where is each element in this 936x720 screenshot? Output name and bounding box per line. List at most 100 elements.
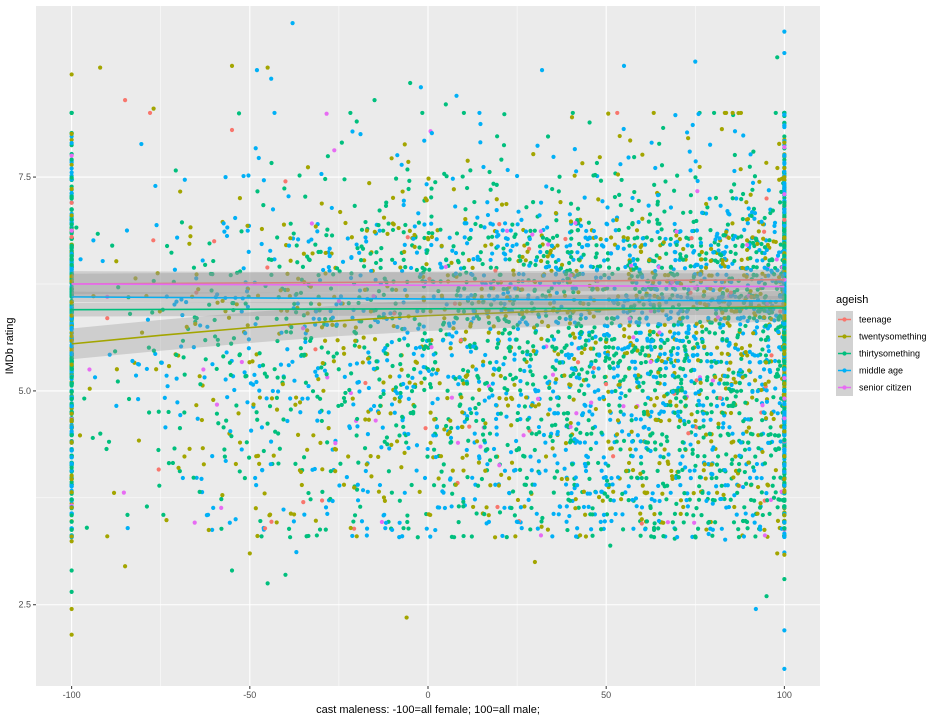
data-point-middle-age xyxy=(572,437,577,442)
data-point-twentysomething xyxy=(568,383,573,388)
data-point-thirtysomething xyxy=(552,346,557,352)
data-point-middle-age xyxy=(545,380,550,386)
data-point-thirtysomething xyxy=(422,376,427,381)
data-point-middle-age xyxy=(225,225,230,230)
data-point-twentysomething xyxy=(457,301,462,307)
data-point-thirtysomething xyxy=(545,338,550,343)
data-point-teenage xyxy=(575,360,581,365)
data-point-thirtysomething xyxy=(401,424,406,430)
data-point-twentysomething xyxy=(69,137,74,142)
data-point-twentysomething xyxy=(719,127,724,132)
data-point-middle-age xyxy=(528,454,533,459)
data-point-twentysomething xyxy=(756,229,761,234)
data-point-middle-age xyxy=(668,205,674,210)
data-point-middle-age xyxy=(553,380,558,385)
data-point-thirtysomething xyxy=(641,380,646,385)
data-point-twentysomething xyxy=(497,396,502,401)
data-point-thirtysomething xyxy=(586,418,591,423)
data-point-thirtysomething xyxy=(528,228,533,233)
data-point-thirtysomething xyxy=(182,410,187,415)
data-point-teenage xyxy=(688,290,693,295)
data-point-twentysomething xyxy=(364,228,369,233)
data-point-thirtysomething xyxy=(544,237,549,242)
data-point-middle-age xyxy=(555,461,560,466)
data-point-middle-age xyxy=(724,505,729,510)
data-point-twentysomething xyxy=(428,440,433,445)
data-point-thirtysomething xyxy=(665,337,670,342)
data-point-middle-age xyxy=(458,293,463,298)
data-point-twentysomething xyxy=(342,351,347,356)
data-point-thirtysomething xyxy=(726,403,731,409)
data-point-twentysomething xyxy=(477,387,482,392)
data-point-teenage xyxy=(686,431,691,436)
data-point-thirtysomething xyxy=(767,511,772,516)
data-point-middle-age xyxy=(734,512,739,517)
data-point-middle-age xyxy=(501,251,506,256)
data-point-thirtysomething xyxy=(698,236,703,241)
data-point-thirtysomething xyxy=(746,440,751,445)
data-point-middle-age xyxy=(602,258,607,263)
data-point-twentysomething xyxy=(731,475,736,480)
data-point-middle-age xyxy=(315,418,320,423)
data-point-thirtysomething xyxy=(742,447,748,452)
data-point-middle-age xyxy=(769,268,774,273)
data-point-thirtysomething xyxy=(409,482,414,488)
data-point-thirtysomething xyxy=(704,327,709,332)
data-point-middle-age xyxy=(608,251,614,256)
data-point-thirtysomething xyxy=(655,357,660,363)
data-point-middle-age xyxy=(69,166,74,171)
data-point-thirtysomething xyxy=(386,221,391,226)
data-point-middle-age xyxy=(505,290,511,295)
data-point-middle-age xyxy=(698,377,703,382)
data-point-twentysomething xyxy=(714,345,720,350)
data-point-twentysomething xyxy=(372,337,378,342)
data-point-thirtysomething xyxy=(430,367,436,372)
data-point-thirtysomething xyxy=(771,475,776,480)
data-point-teenage xyxy=(265,265,270,270)
data-point-twentysomething xyxy=(553,211,559,216)
data-point-thirtysomething xyxy=(536,312,541,317)
data-point-thirtysomething xyxy=(377,377,382,382)
data-point-twentysomething xyxy=(559,262,565,268)
data-point-twentysomething xyxy=(759,387,764,393)
data-point-thirtysomething xyxy=(730,457,735,462)
data-point-middle-age xyxy=(580,412,585,417)
data-point-thirtysomething xyxy=(501,246,506,251)
data-point-thirtysomething xyxy=(288,535,293,540)
data-point-twentysomething xyxy=(206,527,211,533)
data-point-middle-age xyxy=(178,413,183,418)
data-point-middle-age xyxy=(635,433,640,438)
data-point-middle-age xyxy=(685,243,690,248)
data-point-thirtysomething xyxy=(308,497,313,502)
data-point-twentysomething xyxy=(350,396,355,401)
data-point-senior-citizen xyxy=(710,378,716,383)
data-point-thirtysomething xyxy=(773,374,778,379)
data-point-thirtysomething xyxy=(643,401,648,407)
data-point-thirtysomething xyxy=(487,431,493,436)
data-point-thirtysomething xyxy=(401,257,406,262)
data-point-thirtysomething xyxy=(354,433,359,438)
data-point-twentysomething xyxy=(693,418,698,423)
data-point-middle-age xyxy=(724,272,729,277)
data-point-thirtysomething xyxy=(662,373,667,379)
data-point-middle-age xyxy=(422,222,427,227)
data-point-thirtysomething xyxy=(733,243,738,248)
data-point-middle-age xyxy=(221,221,226,226)
data-point-thirtysomething xyxy=(326,350,331,355)
data-point-thirtysomething xyxy=(648,504,653,509)
data-point-thirtysomething xyxy=(615,301,621,307)
data-point-thirtysomething xyxy=(611,345,616,350)
data-point-thirtysomething xyxy=(739,356,744,361)
data-point-thirtysomething xyxy=(316,273,321,278)
data-point-middle-age xyxy=(401,198,406,203)
data-point-thirtysomething xyxy=(528,352,533,357)
data-point-twentysomething xyxy=(709,439,714,444)
data-point-thirtysomething xyxy=(478,224,483,229)
data-point-middle-age xyxy=(672,249,677,255)
data-point-middle-age xyxy=(645,338,650,343)
data-point-thirtysomething xyxy=(488,265,493,270)
data-point-middle-age xyxy=(720,402,726,407)
data-point-middle-age xyxy=(348,362,353,367)
data-point-twentysomething xyxy=(114,259,119,264)
data-point-middle-age xyxy=(586,383,591,388)
